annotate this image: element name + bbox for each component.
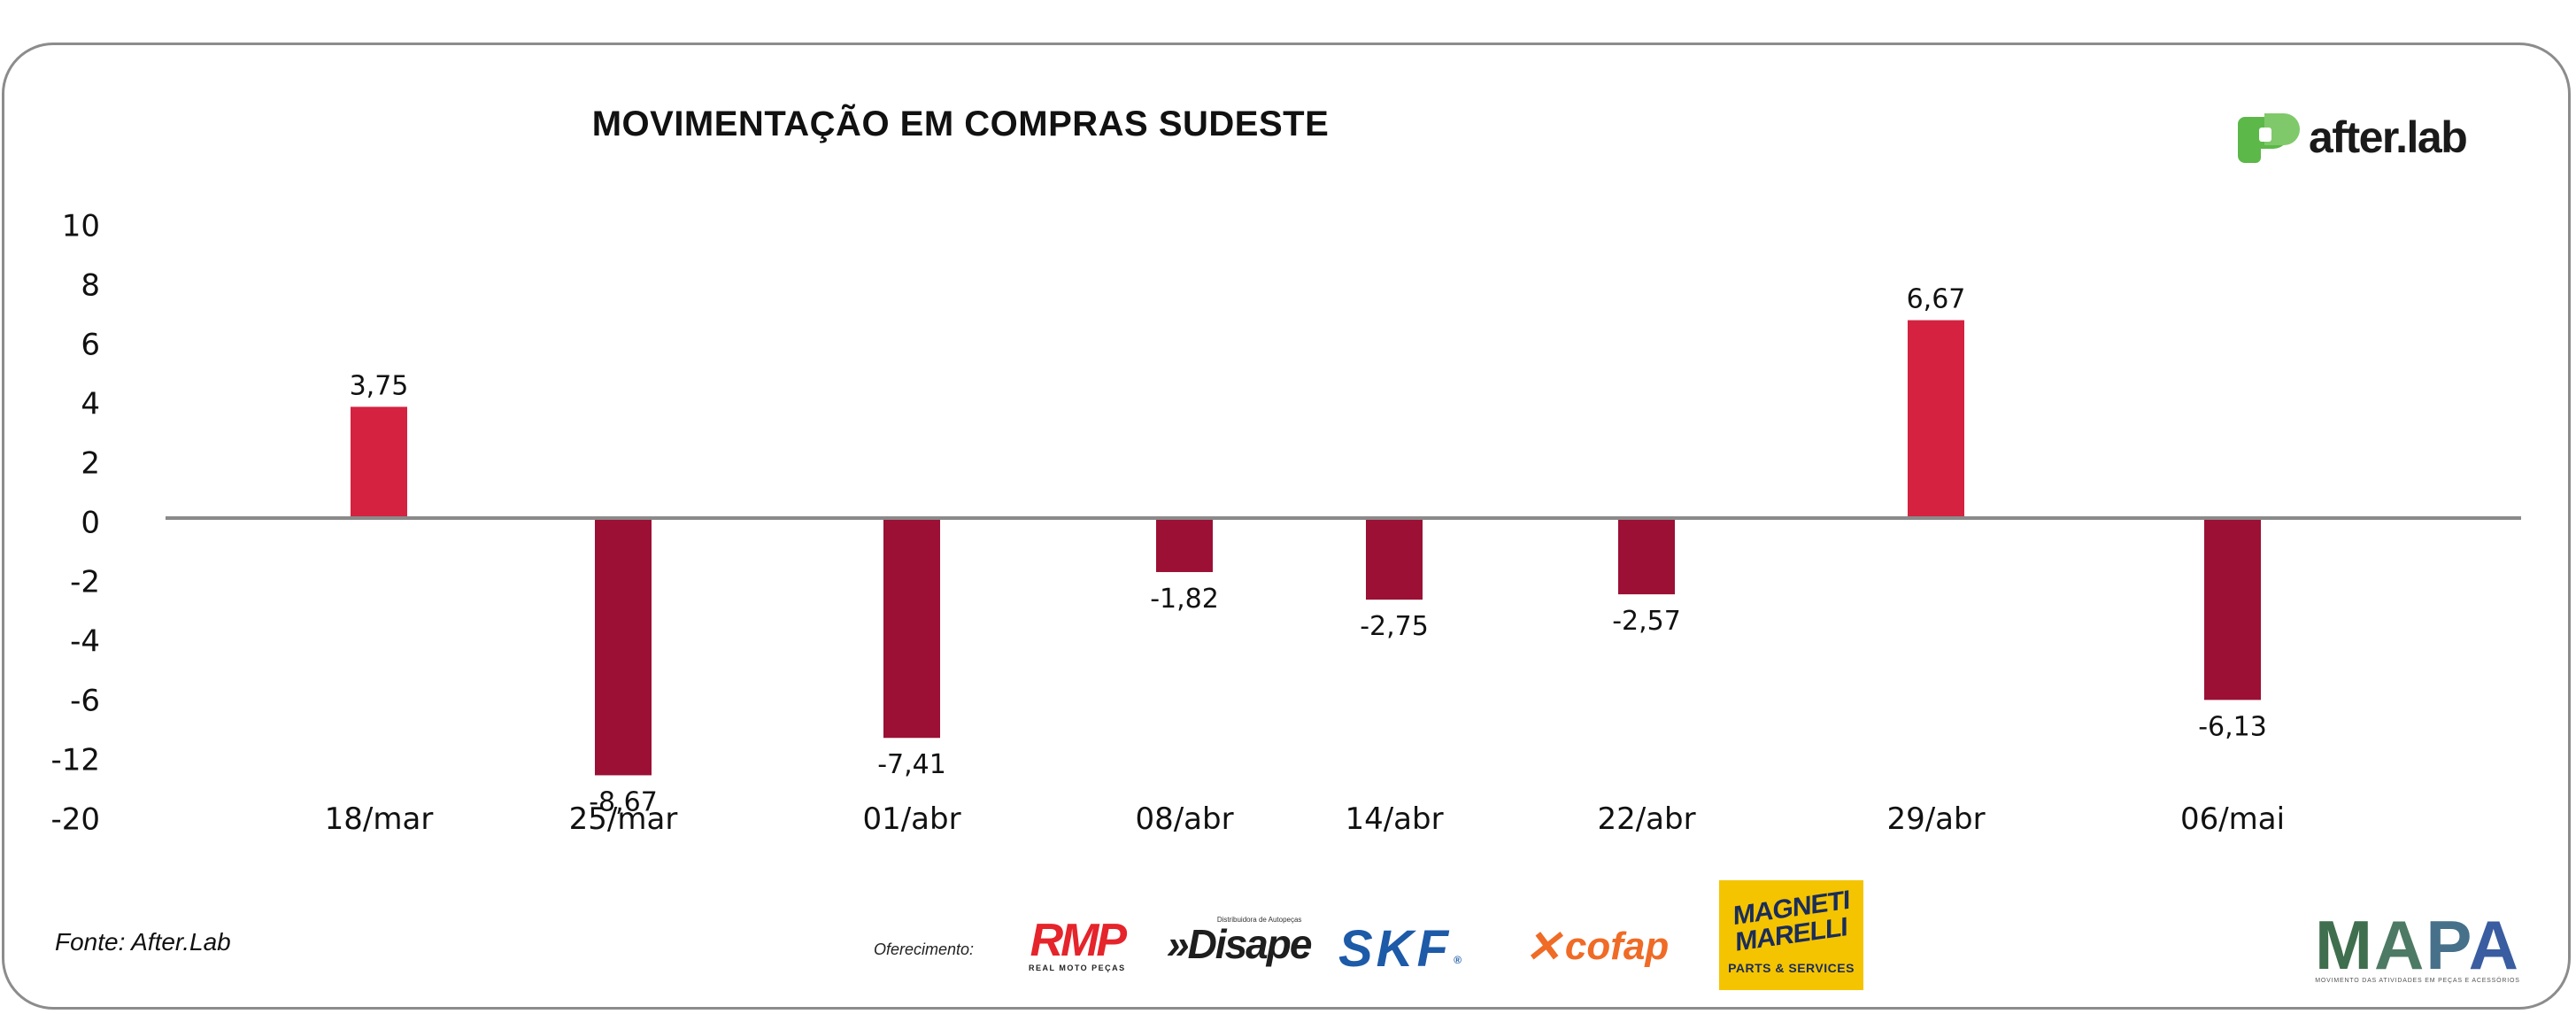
skf-logo-text: SKF <box>1338 920 1452 978</box>
y-tick-label: 8 <box>81 268 100 304</box>
chart-title: MOVIMENTAÇÃO EM COMPRAS SUDESTE <box>591 104 1330 143</box>
bar-25/mar <box>595 518 652 776</box>
y-axis-ticks: 10 8 6 4 2 0 -2 -4 -6 -12 -20 <box>50 209 100 838</box>
value-label: -2,75 <box>1360 611 1429 642</box>
rmp-logo: RMP REAL MOTO PEÇAS <box>1029 915 1128 972</box>
cofap-logo: ✕ cofap <box>1524 921 1669 972</box>
value-labels: 3,75 -8,67 -7,41 -1,82 -2,75 -2,57 6,67 -6,13 <box>350 284 2267 818</box>
value-label: -6,13 <box>2198 711 2267 742</box>
y-tick-label: 4 <box>81 387 100 422</box>
mapa-logo-text: MAPA <box>2315 906 2520 984</box>
y-tick-label: -20 <box>50 802 100 838</box>
disape-logo-text: »Disape <box>1167 921 1312 967</box>
value-label: -1,82 <box>1150 584 1219 615</box>
x-tick-label: 01/abr <box>862 801 960 837</box>
chart-frame <box>2 43 2571 1010</box>
x-tick-label: 25/mar <box>569 801 678 837</box>
bars <box>351 320 2261 776</box>
rmp-logo-subtitle: REAL MOTO PEÇAS <box>1029 964 1126 972</box>
mapa-logo: MAPA MOVIMENTO DAS ATIVIDADES EM PEÇAS E… <box>2315 906 2520 984</box>
value-label: -8,67 <box>589 786 658 817</box>
magneti-marelli-logo: MAGNETI MARELLI PARTS & SERVICES <box>1719 880 1863 990</box>
y-tick-label: 6 <box>81 328 100 363</box>
bar-08/abr <box>1156 518 1213 572</box>
skf-logo: SKF ® <box>1338 919 1465 979</box>
sponsor-label: Oferecimento: <box>874 940 975 958</box>
bar-22/abr <box>1618 518 1675 595</box>
magneti-marelli-logo-text: MAGNETI MARELLI <box>1732 885 1850 957</box>
skf-registered-mark: ® <box>1454 954 1465 966</box>
rmp-logo-text: RMP <box>1030 915 1128 966</box>
value-label: 6,67 <box>1907 284 1966 315</box>
x-tick-label: 29/abr <box>1886 801 1985 837</box>
x-axis-labels: 18/mar 25/mar 01/abr 08/abr 14/abr 22/abr 29/a… <box>325 801 2285 837</box>
x-tick-label: 08/abr <box>1135 801 1233 837</box>
brand-name: after.lab <box>2309 112 2468 162</box>
bar-06/mai <box>2204 518 2261 701</box>
y-tick-label: 2 <box>81 446 100 482</box>
y-tick-label: 10 <box>62 209 100 244</box>
bar-01/abr <box>883 518 940 739</box>
y-tick-label: 0 <box>81 506 100 541</box>
x-tick-label: 18/mar <box>325 801 434 837</box>
value-label: -2,57 <box>1612 606 1681 637</box>
cofap-x-icon: ✕ <box>1524 922 1562 971</box>
y-tick-label: -2 <box>70 565 100 600</box>
disape-logo: Distribuidora de Autopeças »Disape <box>1167 916 1312 967</box>
bar-29/abr <box>1908 320 1964 518</box>
after-lab-leaf-icon <box>2238 112 2300 163</box>
source-note: Fonte: After.Lab <box>55 928 231 956</box>
y-tick-label: -6 <box>70 684 100 719</box>
y-tick-label: -12 <box>50 743 100 778</box>
mapa-logo-subtitle: MOVIMENTO DAS ATIVIDADES EM PEÇAS E ACES… <box>2315 978 2520 984</box>
x-tick-label: 06/mai <box>2180 801 2285 837</box>
x-tick-label: 22/abr <box>1597 801 1695 837</box>
magneti-marelli-logo-subtitle: PARTS & SERVICES <box>1728 961 1855 975</box>
cofap-logo-text: cofap <box>1564 925 1670 968</box>
x-tick-label: 14/abr <box>1345 801 1443 837</box>
disape-logo-subtitle: Distribuidora de Autopeças <box>1216 916 1302 924</box>
bar-14/abr <box>1366 518 1423 600</box>
value-label: -7,41 <box>877 749 946 780</box>
y-tick-label: -4 <box>70 624 100 660</box>
bar-18/mar <box>351 406 407 518</box>
after-lab-logo: after.lab <box>2238 106 2468 168</box>
value-label: 3,75 <box>350 370 409 401</box>
